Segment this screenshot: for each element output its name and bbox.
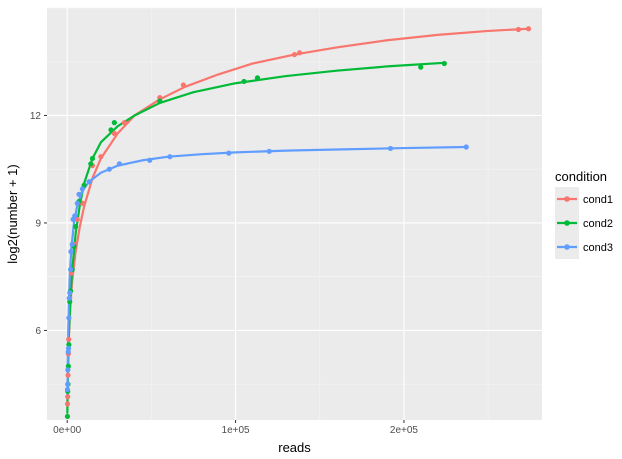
- data-point-cond1: [66, 336, 72, 342]
- data-point-cond3: [387, 145, 394, 152]
- data-point-cond3: [266, 148, 272, 154]
- data-point-cond2: [254, 75, 261, 81]
- data-point-cond1: [515, 26, 522, 33]
- data-point-cond2: [157, 98, 163, 104]
- legend-point-cond1: [564, 196, 570, 202]
- data-point-cond3: [65, 381, 71, 387]
- data-point-cond3: [106, 166, 112, 172]
- legend-label-cond2: cond2: [583, 218, 613, 230]
- data-point-cond2: [88, 161, 94, 167]
- legend: condition cond1 cond2 cond3: [555, 169, 613, 259]
- data-point-cond3: [66, 295, 72, 301]
- x-tick-label: 0e+00: [53, 425, 82, 436]
- data-point-cond3: [79, 186, 85, 192]
- data-point-cond3: [72, 213, 78, 219]
- data-point-cond3: [67, 266, 74, 273]
- data-point-cond3: [74, 200, 80, 206]
- y-tick-label: 6: [35, 326, 41, 337]
- data-point-cond1: [296, 50, 303, 56]
- x-tick-label: 2e+05: [390, 425, 419, 436]
- grid: [47, 7, 542, 420]
- data-point-cond2: [418, 64, 424, 70]
- data-point-cond2: [441, 60, 447, 67]
- y-tick-label: 12: [30, 111, 42, 122]
- data-point-cond3: [65, 367, 71, 373]
- axes: 0e+00 1e+05 2e+05 6 9 12: [30, 111, 419, 436]
- data-point-cond1: [98, 154, 104, 160]
- data-point-cond1: [65, 394, 71, 400]
- data-points: [64, 26, 532, 420]
- legend-title: condition: [555, 169, 607, 184]
- legend-point-cond3: [564, 244, 570, 250]
- x-axis-title: reads: [278, 440, 311, 455]
- data-point-cond1: [64, 401, 71, 407]
- data-point-cond3: [167, 154, 173, 160]
- data-point-cond2: [89, 155, 96, 162]
- data-point-cond3: [65, 345, 72, 351]
- data-point-cond3: [463, 144, 469, 150]
- y-tick-label: 9: [35, 218, 41, 229]
- data-point-cond3: [68, 249, 74, 255]
- data-point-cond3: [64, 386, 71, 393]
- data-point-cond1: [121, 120, 128, 126]
- data-point-cond1: [525, 26, 532, 32]
- data-point-cond2: [64, 413, 71, 420]
- data-point-cond3: [86, 179, 92, 185]
- data-point-cond3: [116, 161, 122, 167]
- data-point-cond3: [147, 157, 153, 163]
- data-point-cond2: [108, 127, 114, 133]
- data-point-cond1: [291, 51, 298, 58]
- x-tick-label: 1e+05: [222, 425, 251, 436]
- data-point-cond3: [226, 150, 232, 156]
- data-point-cond3: [69, 241, 75, 248]
- data-point-cond1: [65, 372, 71, 378]
- legend-point-cond2: [564, 220, 570, 226]
- data-point-cond2: [241, 78, 247, 85]
- y-axis-title: log2(number + 1): [5, 164, 20, 263]
- data-point-cond3: [76, 191, 82, 197]
- data-point-cond1: [111, 130, 117, 136]
- legend-label-cond1: cond1: [583, 194, 613, 206]
- data-point-cond3: [66, 315, 72, 321]
- panel-background: [47, 8, 542, 420]
- legend-label-cond3: cond3: [583, 242, 613, 254]
- data-point-cond1: [157, 94, 163, 101]
- data-point-cond2: [111, 120, 117, 126]
- data-point-cond1: [180, 82, 186, 88]
- data-point-cond2: [73, 223, 79, 230]
- data-point-cond3: [67, 290, 73, 296]
